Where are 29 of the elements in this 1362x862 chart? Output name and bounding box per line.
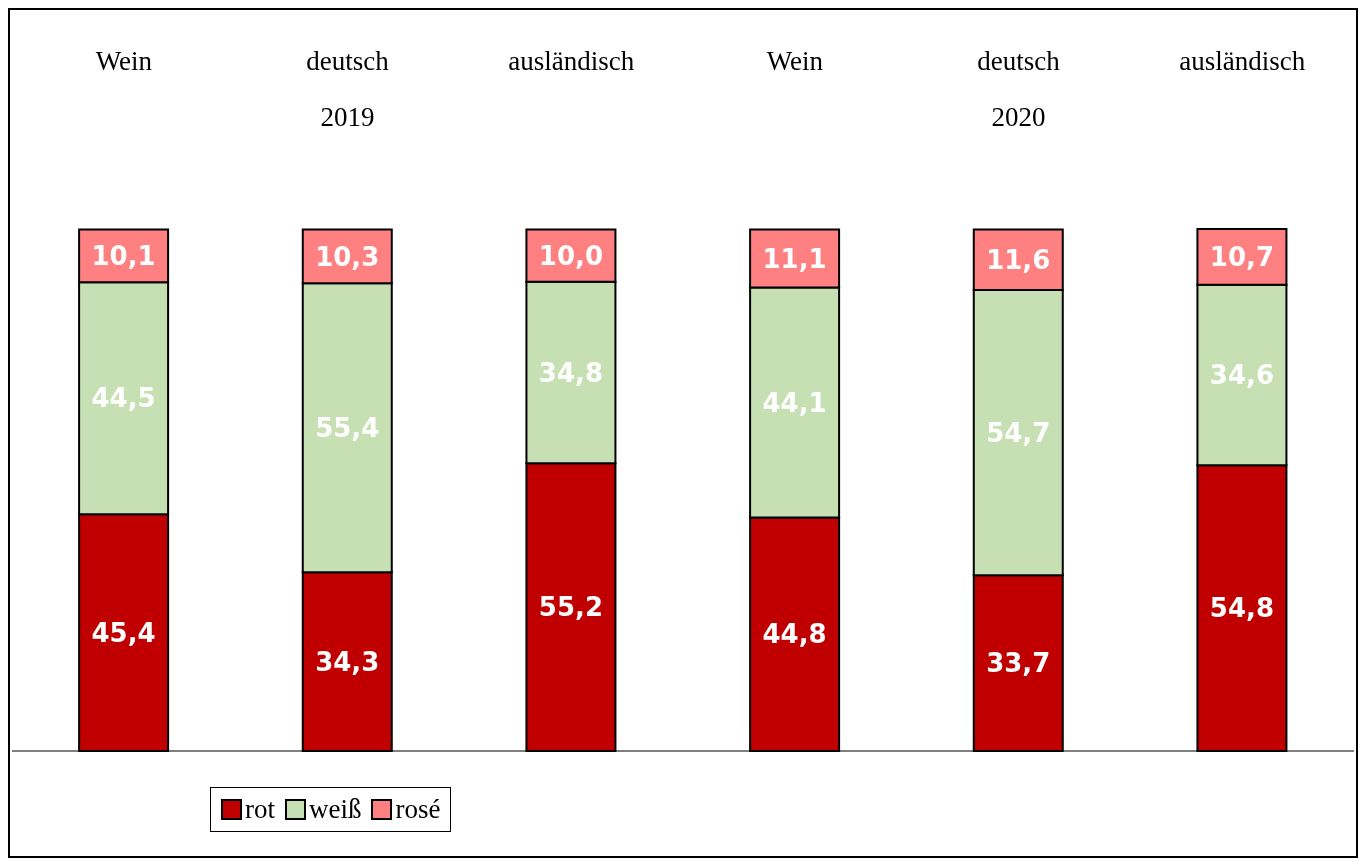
x-tick-label: deutsch — [306, 46, 390, 76]
data-label: 11,1 — [762, 243, 827, 274]
x-tick-label: Wein — [766, 46, 824, 76]
data-label: 55,2 — [538, 592, 604, 623]
data-label: 34,6 — [1209, 360, 1275, 391]
data-label: 10,0 — [538, 240, 604, 271]
text: 2020 — [990, 102, 1047, 133]
data-label: 45,4 — [91, 617, 156, 648]
data-label: 10,7 — [1209, 242, 1275, 273]
x-tick-label: ausländisch — [508, 46, 635, 76]
data-label: 44,8 — [762, 619, 827, 650]
data-label: 11,6 — [986, 245, 1051, 275]
x-tick-label: ausländisch — [1179, 46, 1306, 76]
data-label: 54,7 — [986, 417, 1051, 448]
x-tick-label: Wein — [95, 46, 153, 76]
data-label: 10,1 — [91, 241, 156, 272]
data-label: 10,3 — [315, 241, 380, 272]
legend-label: weiß — [308, 794, 362, 825]
data-label: 55,4 — [315, 412, 380, 443]
data-label: 34,3 — [315, 646, 380, 677]
data-label: 33,7 — [986, 648, 1051, 679]
data-label: 34,8 — [538, 357, 604, 388]
data-label: 44,5 — [91, 383, 156, 414]
x-tick-label: deutsch — [977, 46, 1061, 76]
legend-label: rosé — [394, 794, 441, 825]
legend-label: rot — [244, 794, 275, 825]
data-label: 44,1 — [762, 387, 827, 418]
data-label: 54,8 — [1209, 593, 1275, 624]
text: 2019 — [319, 102, 376, 133]
